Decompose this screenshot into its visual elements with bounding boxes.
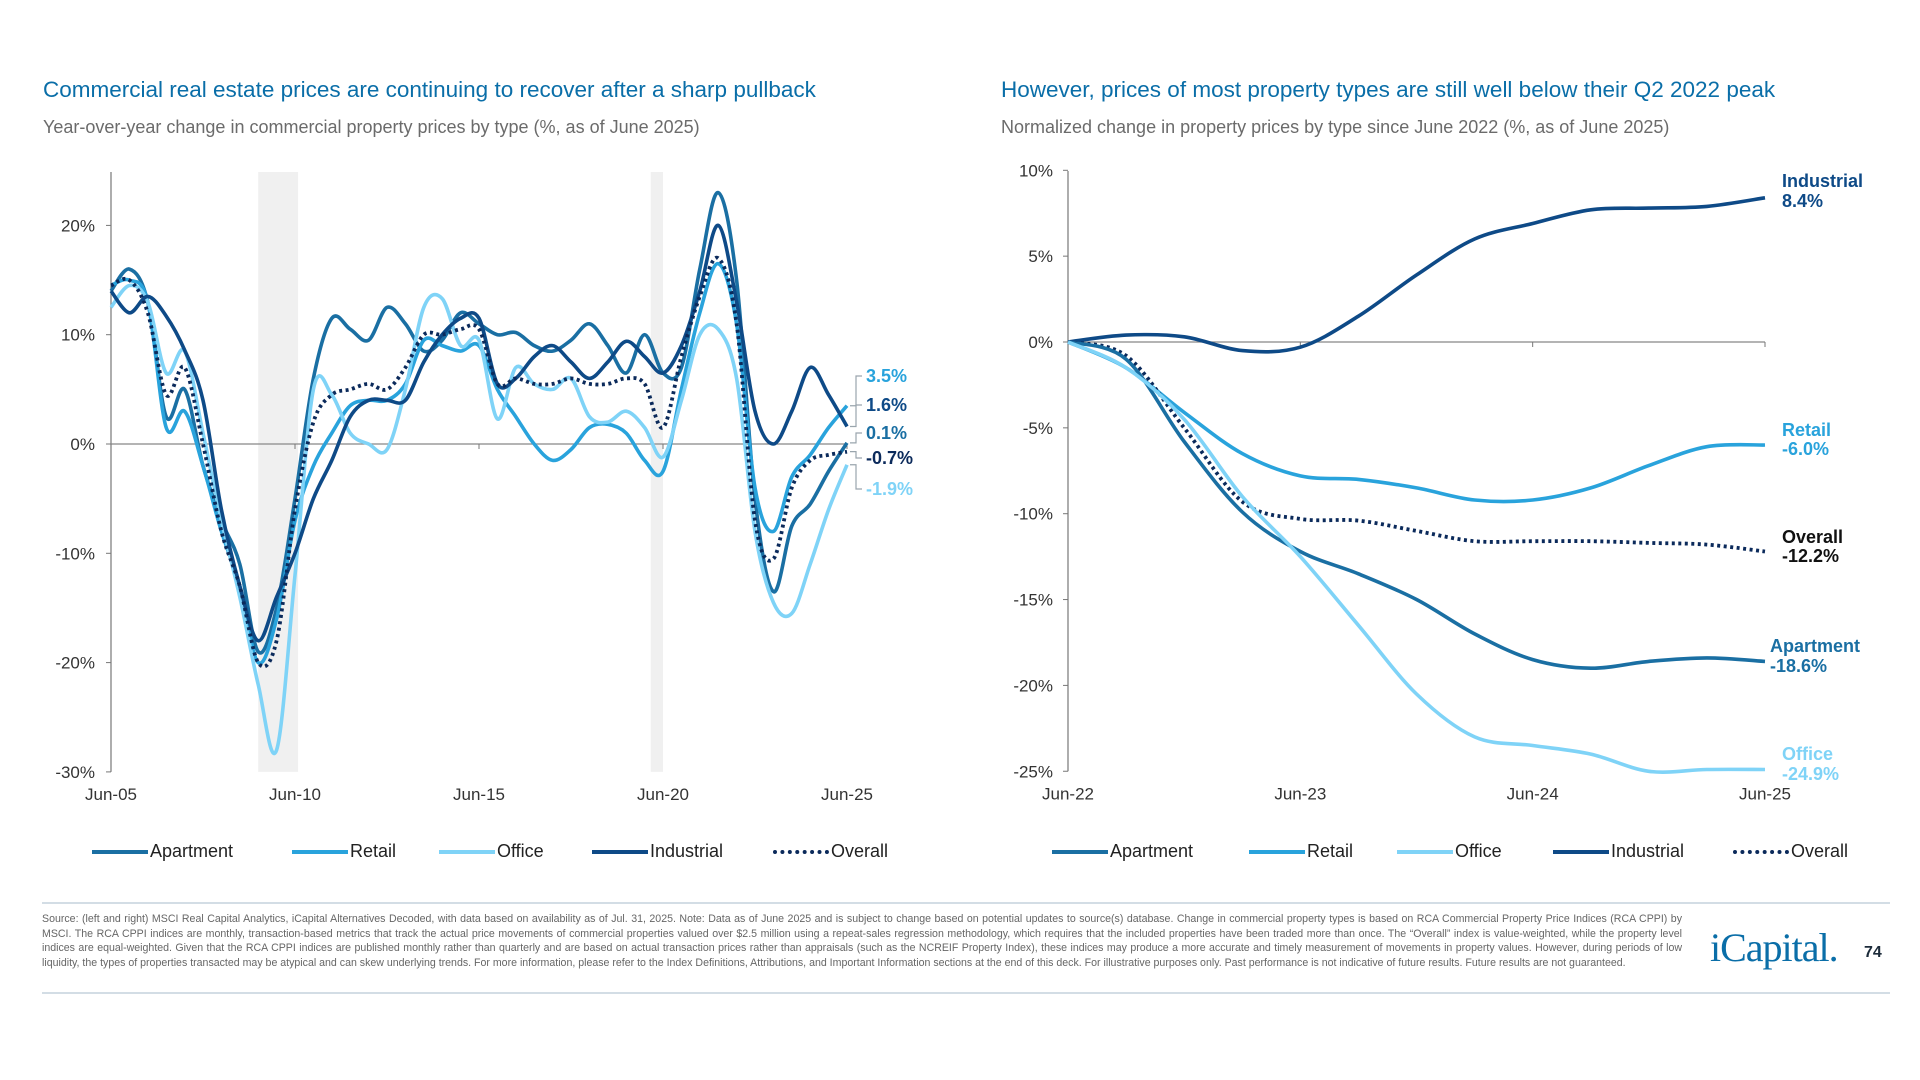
recession-shading xyxy=(258,172,299,772)
source-footnote: Source: (left and right) MSCI Real Capit… xyxy=(42,913,1682,969)
series-line-apartment xyxy=(1067,340,1766,671)
x-tick-label: Jun-15 xyxy=(453,785,505,804)
legend-label: Overall xyxy=(1791,841,1849,861)
legend-swatch xyxy=(1553,849,1609,854)
right-chart: 10% 5% 0% -5% -10% -15% -20% -25% Jun-22 Jun-23 Ju… xyxy=(1013,161,1863,803)
y-tick-label: -5% xyxy=(1023,419,1053,438)
x-tick-label: Jun-25 xyxy=(1739,784,1791,803)
legend-label: Retail xyxy=(350,841,397,861)
legend-item-industrial: Industrial xyxy=(592,841,723,862)
footer-divider-bottom xyxy=(42,992,1890,994)
end-label-value-industrial: 8.4% xyxy=(1782,191,1823,211)
label-connector xyxy=(850,404,862,428)
legend-label: Office xyxy=(1455,841,1502,861)
y-tick-label: -10% xyxy=(1013,505,1053,524)
end-label-industrial: 1.6% xyxy=(866,395,907,415)
legend-label: Industrial xyxy=(1611,841,1685,861)
series-line-industrial xyxy=(109,223,849,643)
end-label-name-overall: Overall xyxy=(1782,527,1843,547)
right-chart-title: However, prices of most property types a… xyxy=(1001,77,1776,102)
y-tick-label: 5% xyxy=(1028,247,1053,266)
y-tick-label: 10% xyxy=(61,326,95,345)
legend-swatch xyxy=(292,849,348,854)
legend-swatch xyxy=(773,849,829,854)
page-number: 74 xyxy=(1864,944,1882,961)
series-line-office xyxy=(109,283,849,755)
series-line-overall xyxy=(1067,340,1766,554)
y-tick-label: -15% xyxy=(1013,591,1053,610)
legend-item-office: Office xyxy=(1397,841,1502,862)
legend-label: Apartment xyxy=(150,841,234,861)
x-tick-label: Jun-10 xyxy=(269,785,321,804)
end-label-name-apartment: Apartment xyxy=(1770,636,1860,656)
legend-swatch xyxy=(92,849,148,854)
series-line-office xyxy=(1067,340,1766,774)
y-tick-label: 20% xyxy=(61,216,95,235)
y-tick-label: -30% xyxy=(55,763,95,782)
legend-swatch xyxy=(439,849,495,854)
end-label-office: -1.9% xyxy=(866,479,913,499)
series-line-retail xyxy=(1067,340,1766,504)
series-line-industrial xyxy=(1067,196,1766,354)
legend-item-overall: Overall xyxy=(773,841,888,862)
legend-swatch xyxy=(1249,849,1305,854)
charts-canvas: 20% 10% 0% -10% -20% -30% Jun-05 Jun-10 Jun-15 Ju… xyxy=(55,161,1863,804)
y-tick-label: -25% xyxy=(1013,762,1053,781)
right-chart-subtitle: Normalized change in property prices by … xyxy=(1001,117,1670,137)
end-label-value-apartment: -18.6% xyxy=(1770,656,1827,676)
x-tick-label: Jun-20 xyxy=(637,785,689,804)
legend-swatch xyxy=(1052,849,1108,854)
legend-item-apartment: Apartment xyxy=(1052,841,1193,862)
end-label-apartment: 0.1% xyxy=(866,423,907,443)
x-tick-label: Jun-22 xyxy=(1042,784,1094,803)
x-tick-label: Jun-25 xyxy=(821,785,873,804)
label-connector xyxy=(850,464,862,490)
label-connector xyxy=(850,432,862,444)
legend-item-apartment: Apartment xyxy=(92,841,233,862)
end-label-name-industrial: Industrial xyxy=(1782,171,1863,191)
end-label-retail: 3.5% xyxy=(866,366,907,386)
series-line-apartment xyxy=(109,190,849,655)
icapital-logo: iCapital. xyxy=(1710,925,1839,970)
end-label-name-retail: Retail xyxy=(1782,420,1831,440)
label-connector xyxy=(850,451,862,459)
legend-label: Overall xyxy=(831,841,889,861)
left-chart-subtitle: Year-over-year change in commercial prop… xyxy=(43,117,700,137)
legend-item-retail: Retail xyxy=(292,841,396,862)
y-tick-label: 10% xyxy=(1019,161,1053,180)
legend-label: Retail xyxy=(1307,841,1354,861)
x-tick-label: Jun-05 xyxy=(85,785,137,804)
end-label-name-office: Office xyxy=(1782,744,1833,764)
x-tick-label: Jun-24 xyxy=(1507,784,1559,803)
legend-label: Apartment xyxy=(1110,841,1194,861)
x-tick-label: Jun-23 xyxy=(1274,784,1326,803)
legend-item-industrial: Industrial xyxy=(1553,841,1684,862)
end-label-value-retail: -6.0% xyxy=(1782,439,1829,459)
legend-swatch xyxy=(1397,849,1453,854)
label-connector xyxy=(850,375,862,407)
y-tick-label: -20% xyxy=(55,654,95,673)
end-label-value-overall: -12.2% xyxy=(1782,546,1839,566)
y-tick-label: 0% xyxy=(70,435,95,454)
left-chart-title: Commercial real estate prices are contin… xyxy=(43,77,816,102)
y-tick-label: -20% xyxy=(1013,676,1053,695)
left-chart: 20% 10% 0% -10% -20% -30% Jun-05 Jun-10 Jun-15 Ju… xyxy=(55,172,913,804)
end-label-value-office: -24.9% xyxy=(1782,764,1839,784)
y-tick-label: -10% xyxy=(55,544,95,563)
y-tick-label: 0% xyxy=(1028,333,1053,352)
legend-item-overall: Overall xyxy=(1733,841,1848,862)
footer-divider-top xyxy=(42,902,1890,904)
legend-label: Industrial xyxy=(650,841,724,861)
recession-shading xyxy=(650,172,663,772)
legend-item-office: Office xyxy=(439,841,544,862)
legend-swatch xyxy=(1733,849,1789,854)
legend-swatch xyxy=(592,849,648,854)
end-label-overall: -0.7% xyxy=(866,448,913,468)
legend-label: Office xyxy=(497,841,544,861)
legend-item-retail: Retail xyxy=(1249,841,1353,862)
